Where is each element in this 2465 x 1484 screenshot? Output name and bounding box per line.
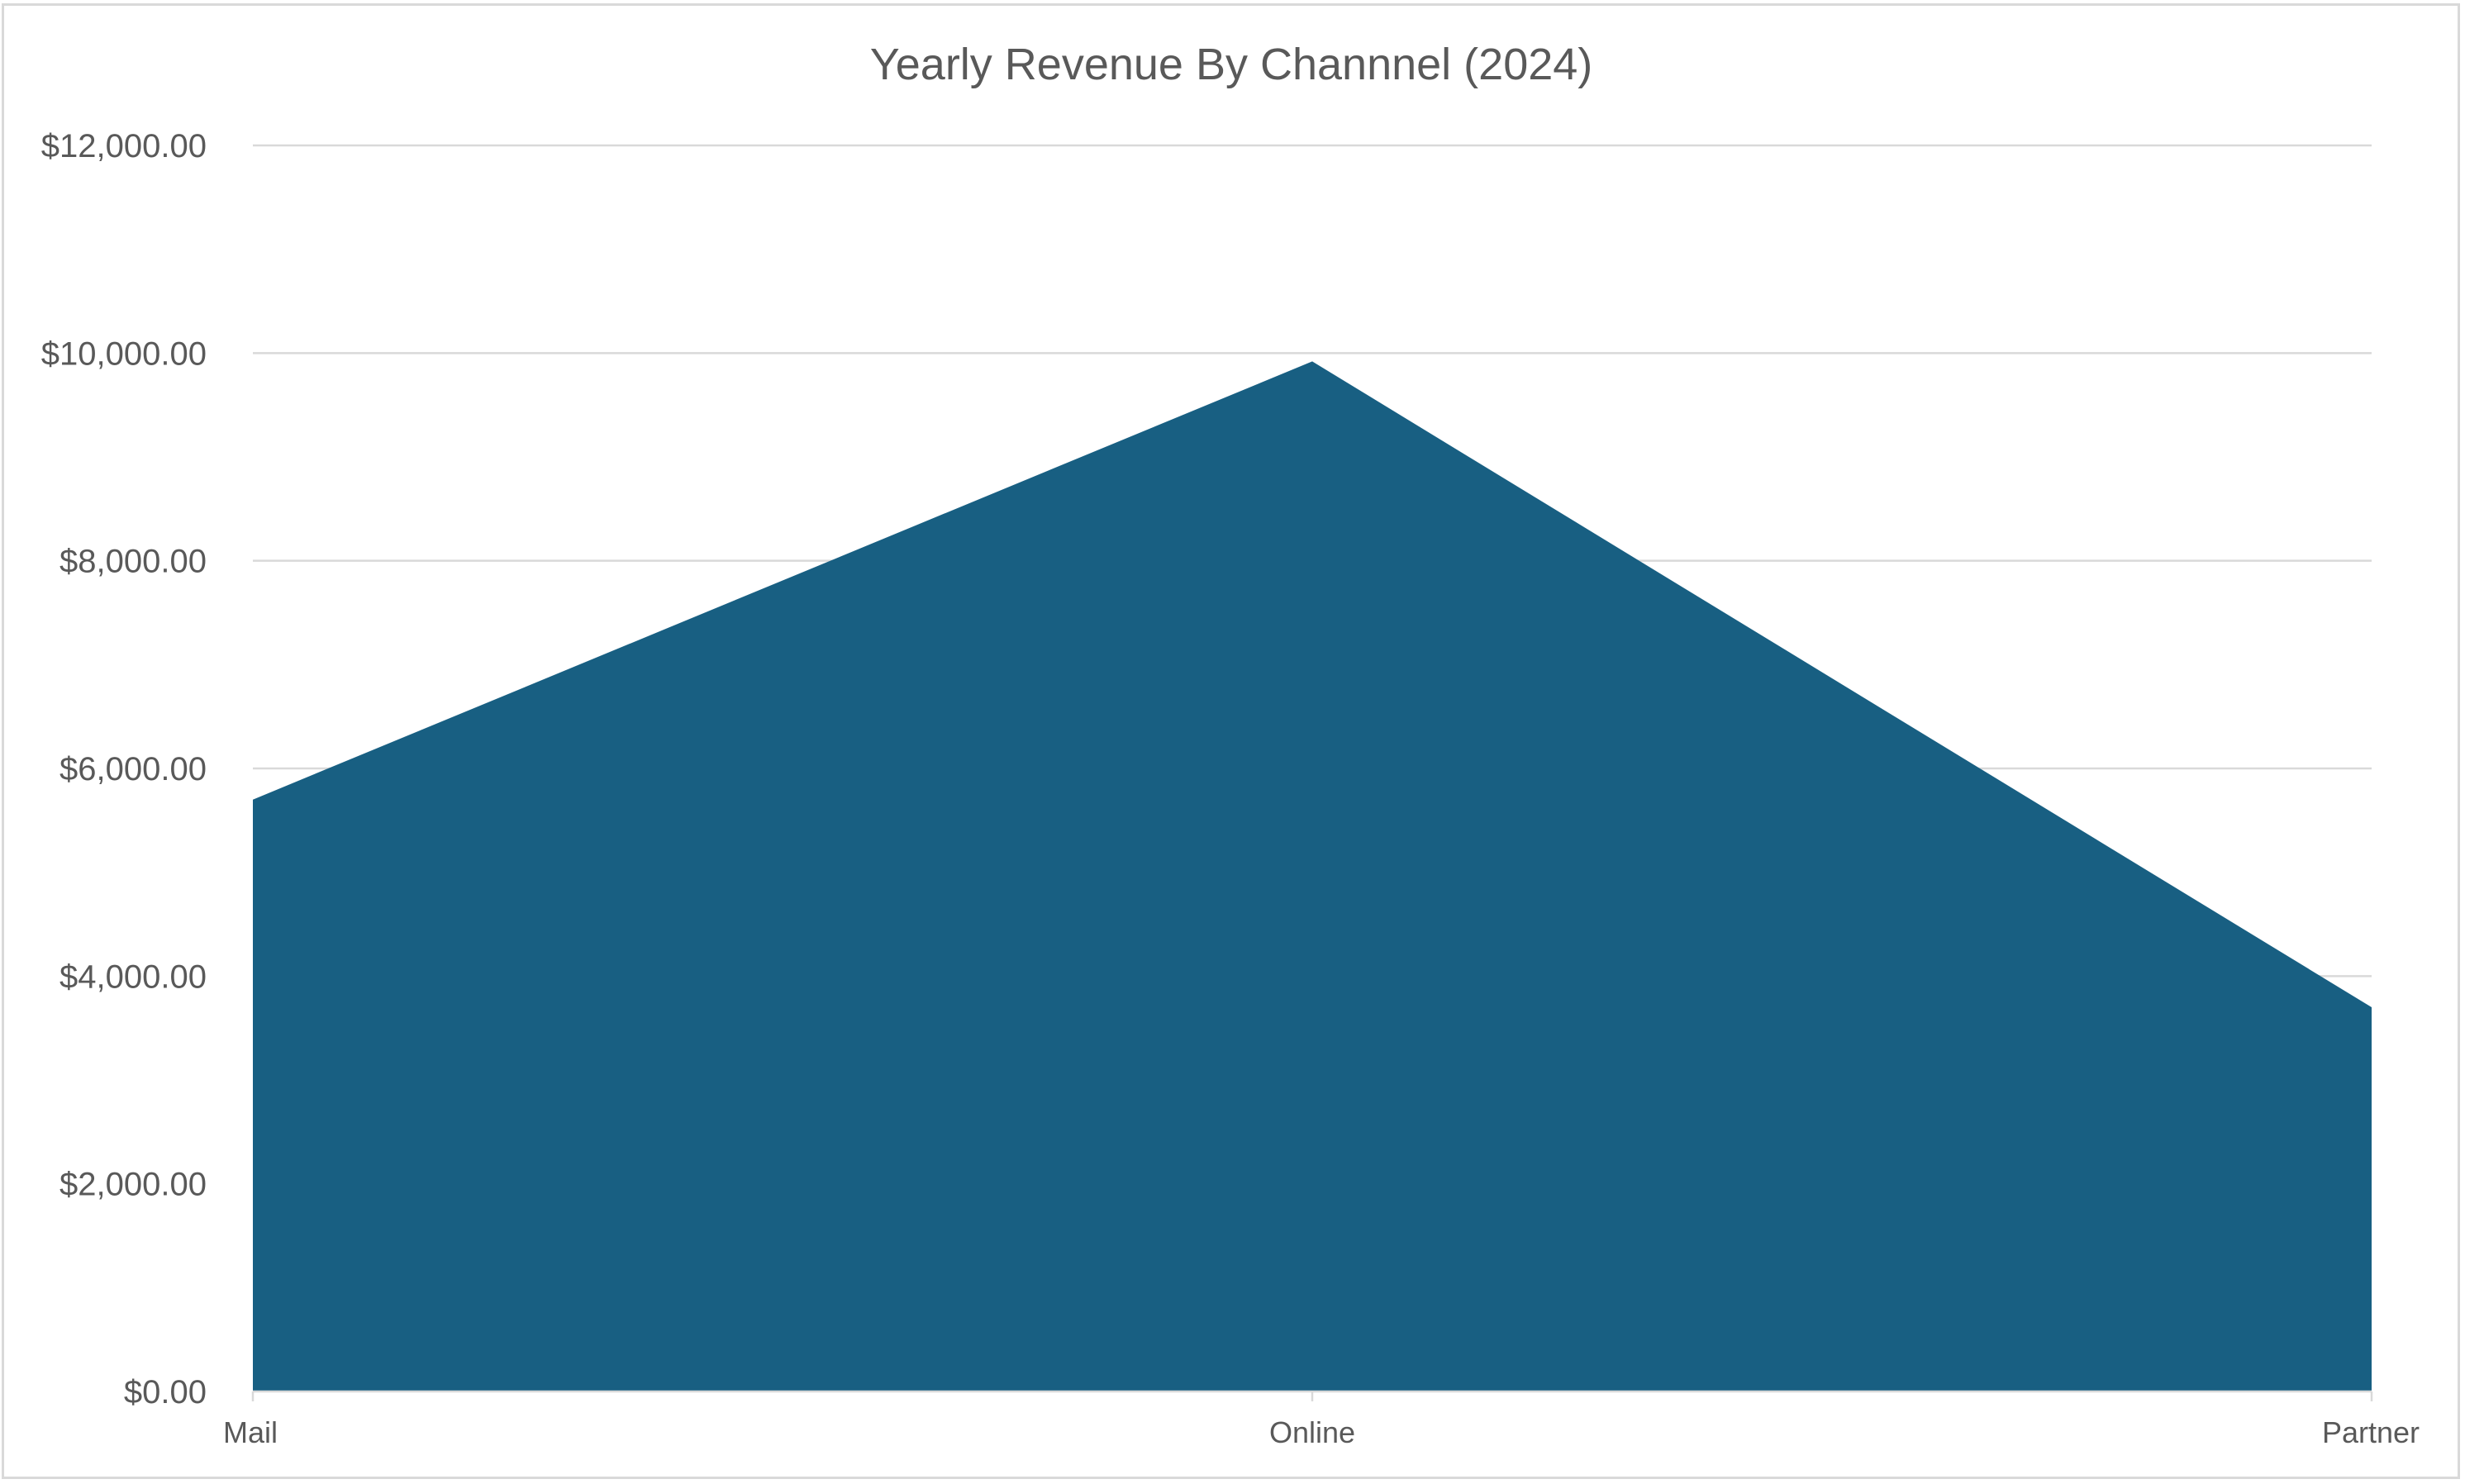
area-series [253,361,2372,1391]
y-tick-label: $0.00 [124,1374,207,1410]
x-axis [251,1390,2373,1401]
y-axis-tick-labels: $0.00 $2,000.00 $4,000.00 $6,000.00 $8,000.0… [41,128,207,1410]
y-tick-label: $8,000.00 [59,544,207,580]
area-fill [253,361,2372,1391]
x-tick-label: Mail [223,1415,278,1449]
x-tick-label: Online [1269,1415,1355,1449]
chart-title: Yearly Revenue By Channnel (2024) [870,40,1593,89]
y-tick-label: $6,000.00 [59,751,207,787]
y-tick-label: $4,000.00 [59,958,207,995]
y-tick-label: $2,000.00 [59,1167,207,1203]
y-tick-label: $10,000.00 [41,335,207,372]
y-tick-label: $12,000.00 [41,128,207,164]
x-axis-tick-labels: Mail Online Partner [223,1415,2420,1449]
x-tick-label: Partner [2322,1415,2420,1449]
